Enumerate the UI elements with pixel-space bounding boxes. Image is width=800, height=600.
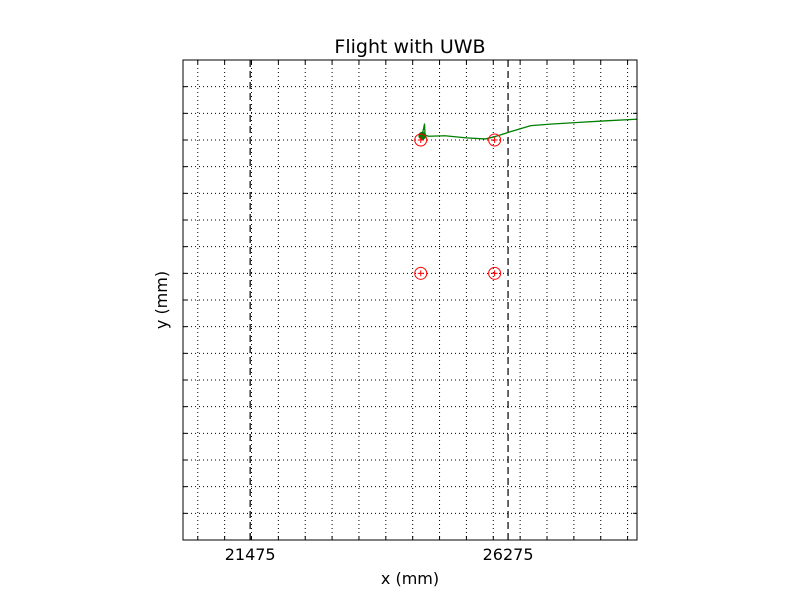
x-tick-label: 21475 bbox=[225, 545, 276, 564]
chart-title: Flight with UWB bbox=[334, 36, 485, 58]
trajectory-line bbox=[420, 118, 637, 140]
x-tick-label: 26275 bbox=[483, 545, 534, 564]
anchor-point bbox=[488, 266, 502, 280]
anchor-circle bbox=[488, 133, 502, 147]
anchor-series bbox=[414, 133, 502, 280]
y-axis-label: y (mm) bbox=[152, 271, 171, 329]
plot-area: 21475 26275 bbox=[182, 59, 638, 564]
boundary-lines bbox=[249, 60, 509, 540]
plot-background bbox=[183, 60, 637, 540]
anchor-circle bbox=[414, 133, 428, 147]
anchor-circle bbox=[414, 266, 428, 280]
x-axis-label: x (mm) bbox=[381, 569, 439, 588]
axis-ticks: 21475 26275 bbox=[183, 59, 637, 564]
anchor-point bbox=[414, 133, 428, 147]
anchor-circle bbox=[488, 266, 502, 280]
anchor-point bbox=[414, 266, 428, 280]
grid bbox=[183, 60, 637, 540]
anchor-point bbox=[488, 133, 502, 147]
